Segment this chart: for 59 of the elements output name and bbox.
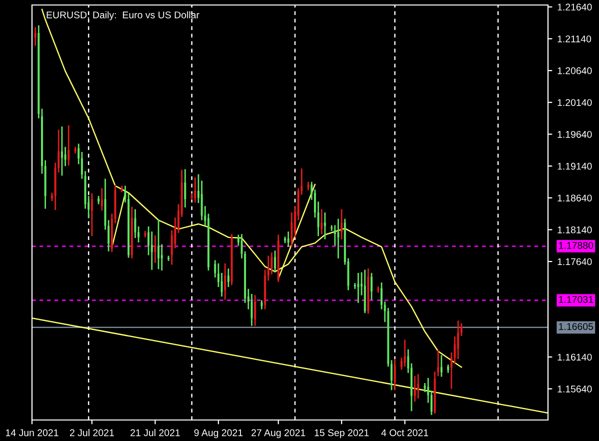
candlestick: [370, 272, 373, 300]
candlestick: [220, 272, 223, 297]
candlestick: [150, 232, 153, 270]
x-tick-label: 4 Oct 2021: [381, 429, 428, 436]
x-tick-label: 15 Sep 2021: [314, 429, 369, 438]
candlestick: [404, 340, 406, 367]
candlestick: [194, 177, 196, 202]
candlestick: [184, 169, 186, 208]
candlestick: [90, 193, 93, 236]
candlestick: [68, 125, 70, 166]
candlestick: [134, 209, 136, 238]
candlestick: [158, 219, 160, 270]
x-tick-label: 2 Jul 2021: [70, 429, 114, 436]
candlestick: [224, 263, 226, 300]
candlestick: [160, 244, 163, 270]
candlestick: [414, 376, 416, 402]
candlestick: [417, 374, 420, 398]
y-tick-label: 1.20640: [558, 67, 592, 74]
candlestick: [154, 235, 156, 263]
candlestick: [254, 295, 256, 326]
candlestick: [354, 283, 356, 289]
ref-line-label: 1.17031: [559, 296, 593, 303]
y-tick-label: 1.19640: [558, 130, 592, 138]
y-tick-label: 1.18640: [558, 194, 592, 202]
candlestick: [320, 209, 323, 234]
y-tick-label: 1.16140: [558, 354, 592, 361]
candlestick: [100, 188, 103, 211]
y-tick-label: 1.15640: [558, 386, 592, 392]
candlestick: [337, 218, 340, 258]
candlestick: [377, 286, 380, 293]
candlestick: [284, 236, 286, 244]
candlestick: [274, 250, 276, 272]
y-tick-label: 1.21140: [558, 35, 592, 42]
y-tick-label: 1.20140: [558, 99, 592, 106]
candlestick: [290, 212, 293, 247]
y-tick-label: 1.21640: [558, 4, 592, 11]
ref-line-label: 1.17880: [559, 242, 594, 249]
x-tick-label: 21 Jul 2021: [130, 429, 180, 436]
candlestick: [227, 268, 230, 288]
candlestick: [60, 126, 63, 176]
line-series: [41, 8, 462, 368]
candlestick: [440, 355, 442, 377]
candlestick: [120, 186, 123, 192]
candlestick: [287, 232, 290, 247]
candlestick: [324, 212, 326, 240]
ref-line-label: 1.16605: [559, 323, 594, 330]
y-tick-label: 1.17640: [558, 258, 592, 266]
candlestick: [167, 256, 170, 261]
x-tick-label: 9 Aug 2021: [194, 429, 243, 438]
x-tick-label: 27 Aug 2021: [252, 429, 306, 438]
y-tick-label: 1.18140: [558, 226, 592, 234]
candlestick: [64, 146, 66, 166]
candlestick: [34, 27, 36, 46]
x-tick-label: 14 Jun 2021: [6, 429, 58, 436]
text: EURUSD, Daily: Euro vs US Dollar: [46, 11, 200, 20]
y-tick-label: 1.19140: [558, 162, 592, 170]
candlestick: [340, 209, 343, 240]
candlestick: [357, 272, 360, 303]
candlestick: [394, 358, 396, 390]
